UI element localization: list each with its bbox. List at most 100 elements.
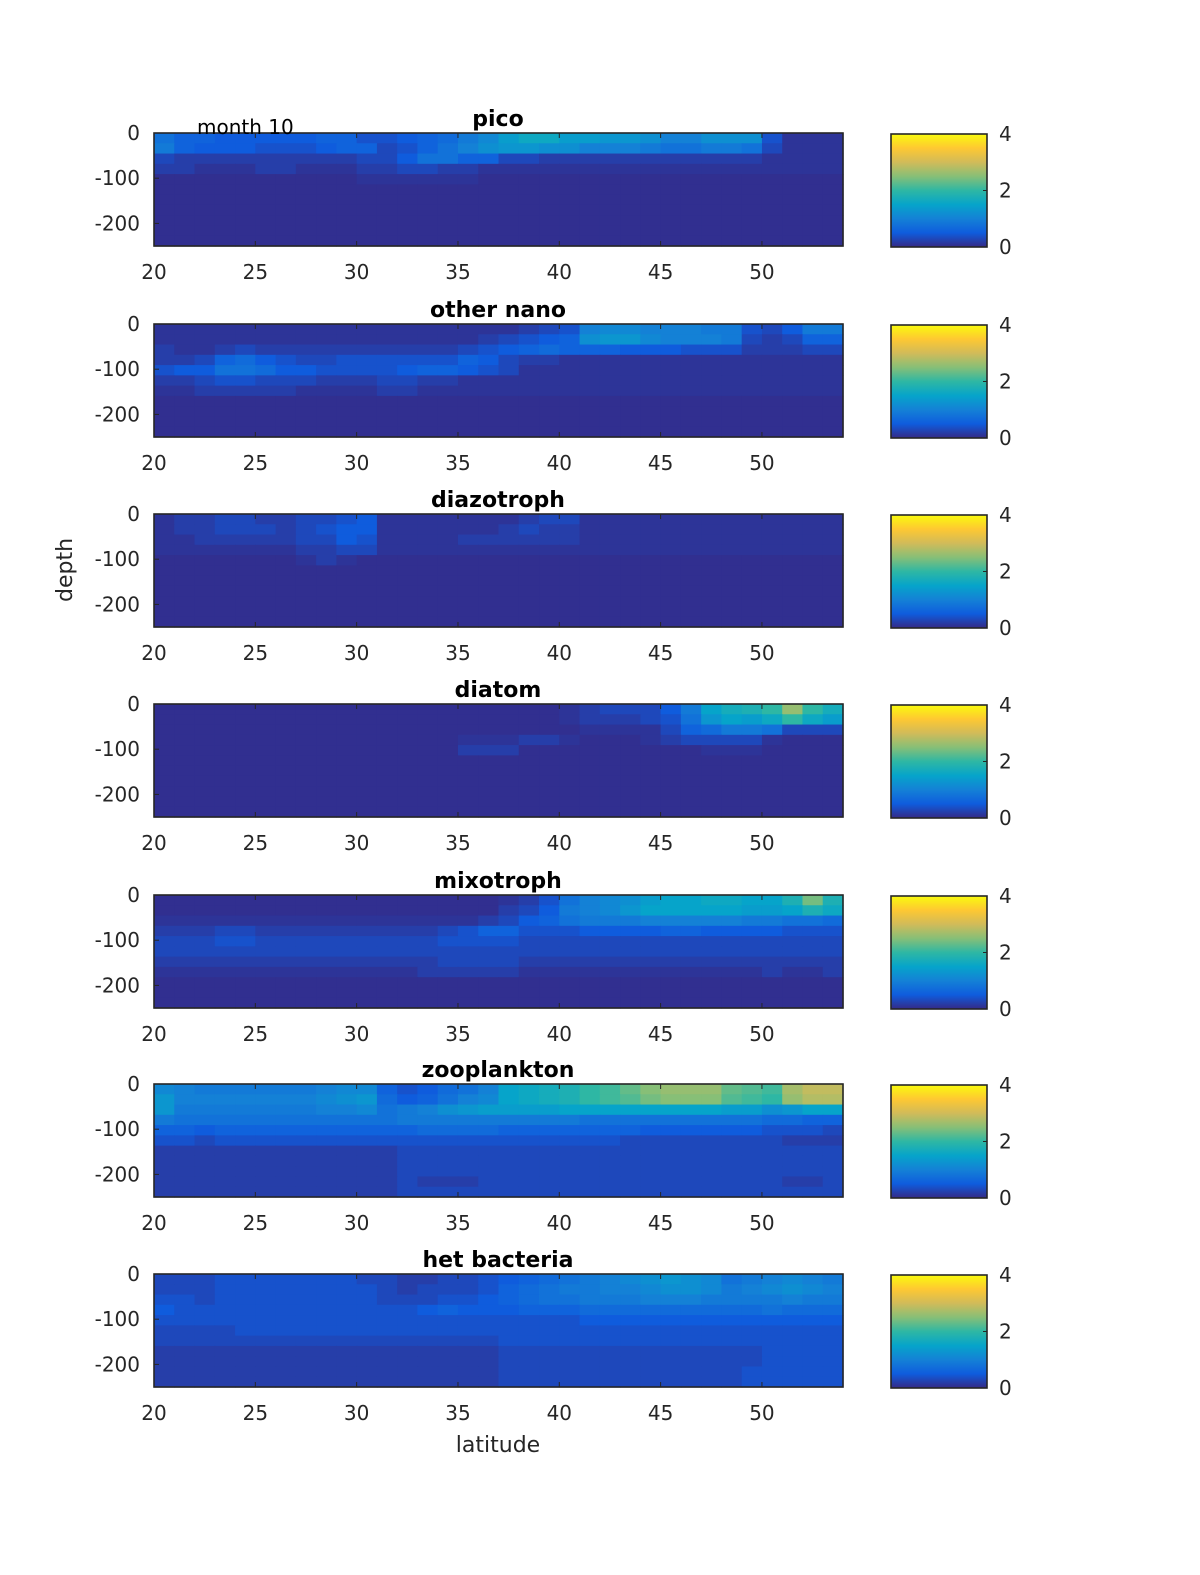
heatmap-cell (336, 956, 358, 968)
heatmap-cell (214, 184, 236, 196)
heatmap-cell (680, 163, 702, 175)
heatmap-cell (640, 174, 662, 185)
heatmap-cell (822, 1176, 844, 1188)
heatmap-cell (154, 1084, 175, 1095)
heatmap-cell (275, 616, 297, 628)
heatmap-cell (275, 225, 297, 237)
colorbar-tick-label: 0 (999, 616, 1012, 640)
heatmap-cell (295, 1114, 317, 1126)
heatmap-cell (701, 354, 723, 366)
colorbar: 024 (890, 1263, 1012, 1400)
heatmap-cell (599, 997, 621, 1009)
heatmap-cell (539, 1356, 560, 1368)
heatmap-cell (660, 1114, 682, 1126)
heatmap-cell (680, 895, 702, 906)
heatmap-cell (640, 596, 662, 608)
heatmap-cell (336, 514, 358, 525)
heatmap-cell (761, 714, 783, 726)
heatmap-cell (417, 204, 439, 216)
heatmap-cell (680, 734, 702, 746)
heatmap-cell (782, 365, 804, 376)
colorbar: 024 (890, 884, 1012, 1021)
heatmap-cell (782, 704, 804, 715)
heatmap-cell (822, 775, 844, 787)
heatmap-cell (620, 395, 641, 407)
heatmap-cell (457, 324, 479, 335)
heatmap-cell (194, 895, 216, 906)
heatmap-cell (154, 775, 175, 787)
heatmap-cell (721, 1284, 743, 1296)
heatmap-cell (356, 534, 378, 546)
heatmap-cell (255, 1114, 277, 1126)
heatmap-cell (397, 365, 419, 376)
heatmap-cell (741, 324, 763, 335)
heatmap-cell (640, 997, 662, 1009)
heatmap-cell (599, 1325, 621, 1337)
heatmap-cell (721, 1356, 743, 1368)
heatmap-cell (660, 143, 682, 155)
heatmap-cell (802, 426, 824, 438)
heatmap-cell (235, 555, 256, 566)
heatmap-cell (376, 915, 398, 927)
heatmap-cell (559, 616, 581, 628)
x-tick-label: 40 (547, 260, 572, 284)
heatmap-cell (599, 1176, 621, 1188)
heatmap-cell (255, 1176, 277, 1188)
heatmap-cell (235, 915, 256, 927)
heatmap-cell (721, 204, 743, 216)
heatmap-cell (721, 194, 743, 206)
heatmap-cell (214, 905, 236, 917)
heatmap-cell (417, 163, 439, 175)
heatmap-cell (336, 1335, 358, 1347)
heatmap-cell (376, 1335, 398, 1347)
heatmap-cell (376, 1186, 398, 1198)
heatmap-cell (559, 724, 581, 736)
heatmap-cell (620, 806, 641, 818)
heatmap-cell (761, 235, 783, 247)
heatmap-cell (457, 544, 479, 556)
heatmap-cell (397, 133, 419, 144)
heatmap-cell (721, 395, 743, 407)
heatmap-cell (761, 565, 783, 577)
heatmap-cell (235, 1304, 256, 1316)
heatmap-cell (437, 1325, 459, 1337)
heatmap-cell (174, 153, 196, 165)
heatmap-cell (802, 1274, 824, 1285)
heatmap-cell (782, 565, 804, 577)
heatmap-cell (822, 1335, 844, 1347)
heatmap-cell (620, 344, 641, 356)
heatmap-cell (539, 745, 560, 756)
heatmap-cell (356, 895, 378, 906)
heatmap-cell (701, 997, 723, 1009)
heatmap-cell (356, 354, 378, 366)
heatmap-cell (498, 184, 520, 196)
heatmap-cell (478, 354, 500, 366)
heatmap-cell (640, 1304, 662, 1316)
heatmap-cell (518, 133, 540, 144)
heatmap-cell (154, 987, 175, 999)
heatmap-cell (701, 555, 723, 566)
heatmap-cell (640, 354, 662, 366)
heatmap-cell (660, 204, 682, 216)
heatmap-cell (579, 555, 601, 566)
heatmap-cell (701, 215, 723, 227)
heatmap-cell (539, 606, 560, 618)
heatmap-cell (376, 936, 398, 947)
heatmap-cell (741, 575, 763, 587)
heatmap-cell (336, 395, 358, 407)
heatmap-cell (701, 596, 723, 608)
heatmap-cell (214, 1315, 236, 1326)
heatmap-cell (802, 775, 824, 787)
x-tick-label: 40 (547, 641, 572, 665)
heatmap-cell (599, 1294, 621, 1306)
heatmap-cell (336, 1176, 358, 1188)
heatmap-cell (559, 936, 581, 947)
heatmap-cell (761, 395, 783, 407)
heatmap-cell (782, 385, 804, 397)
heatmap-cell (620, 956, 641, 968)
heatmap-cell (478, 1186, 500, 1198)
heatmap-cell (741, 724, 763, 736)
heatmap-cell (802, 344, 824, 356)
heatmap-cell (721, 1345, 743, 1357)
heatmap-cell (498, 585, 520, 597)
